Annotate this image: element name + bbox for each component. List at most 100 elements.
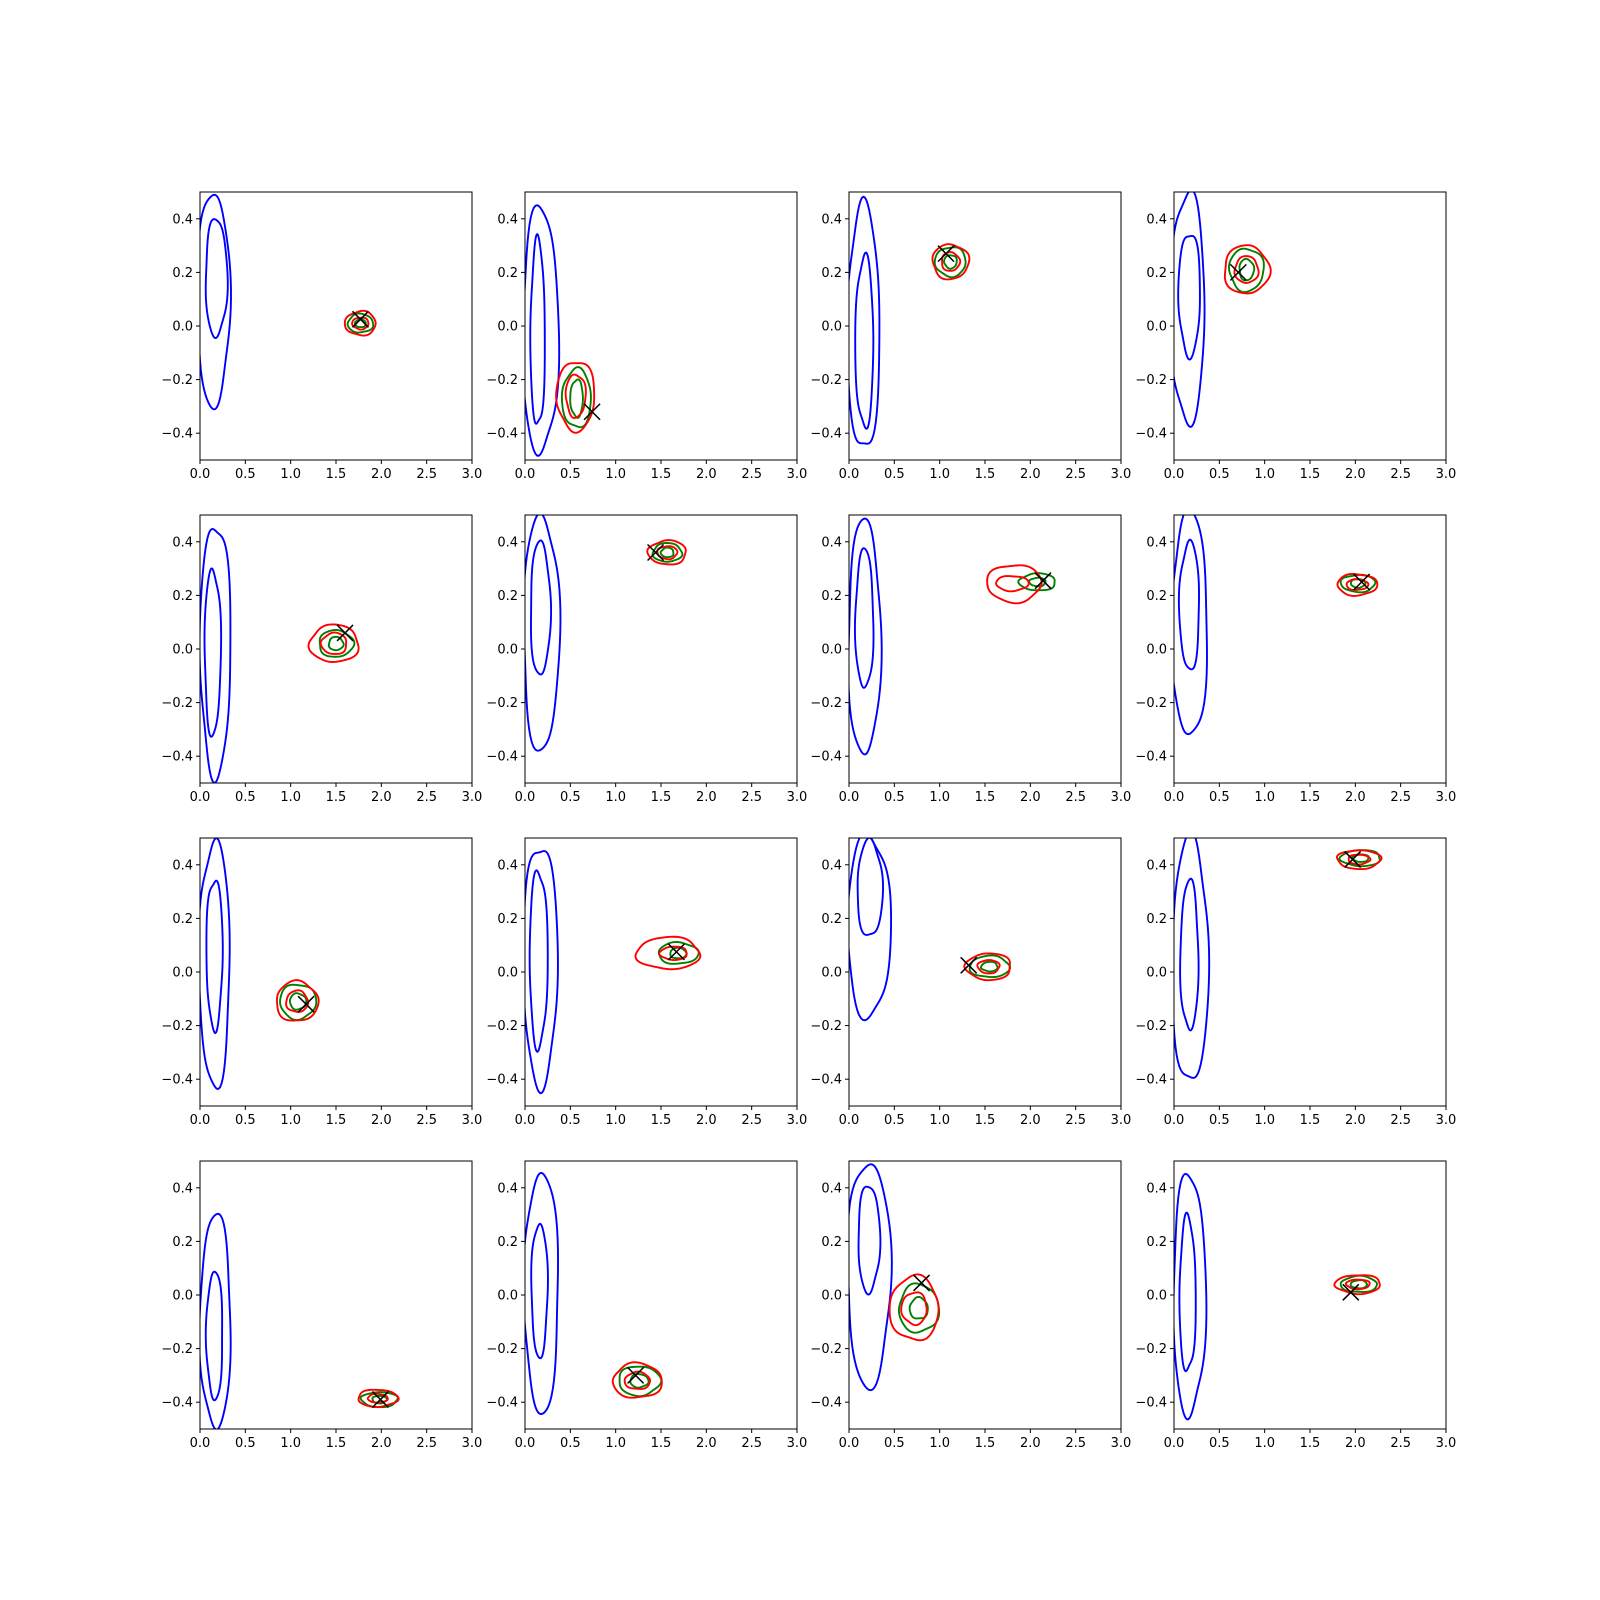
red-contour-inner bbox=[1344, 1278, 1371, 1291]
y-tick-label: 0.0 bbox=[172, 643, 193, 658]
x-tick-label: 1.0 bbox=[1254, 467, 1275, 482]
x-tick-label: 1.5 bbox=[975, 1436, 996, 1451]
x-tick-label: 1.0 bbox=[605, 1436, 626, 1451]
panel-16: 0.0 0.5 1.0 1.5 2.0 2.5 3.0 −0.4 −0.2 0.0 0.2 0.4 bbox=[1135, 1160, 1456, 1451]
x-tick-label: 0.5 bbox=[884, 790, 905, 805]
x-tick-label: 0.0 bbox=[1164, 1113, 1185, 1128]
blue-contour-inner bbox=[204, 1270, 224, 1402]
plot-area bbox=[200, 838, 320, 1090]
y-tick-label: −0.2 bbox=[1135, 696, 1167, 711]
x-tick-label: 0.0 bbox=[190, 467, 211, 482]
y-tick-label: 0.0 bbox=[821, 643, 842, 658]
x-tick-label: 2.0 bbox=[1345, 1113, 1366, 1128]
y-tick-label: 0.2 bbox=[821, 589, 842, 604]
x-tick-label: 3.0 bbox=[1436, 467, 1457, 482]
x-tick-label: 0.5 bbox=[1209, 1113, 1230, 1128]
panel-12: 0.0 0.5 1.0 1.5 2.0 2.5 3.0 −0.4 −0.2 0.0 0.2 0.4 bbox=[1135, 837, 1456, 1128]
y-tick-label: −0.2 bbox=[486, 373, 518, 388]
y-tick-label: −0.2 bbox=[810, 696, 842, 711]
x-tick-label: 2.0 bbox=[696, 790, 717, 805]
green-contour-outer bbox=[359, 1391, 399, 1409]
red-contour-outer bbox=[307, 623, 360, 663]
y-tick-label: 0.2 bbox=[497, 912, 518, 927]
x-marker-stroke-b bbox=[336, 624, 354, 642]
axes-frame bbox=[1173, 837, 1447, 1107]
red-contour-outer bbox=[555, 362, 596, 434]
x-tick-label: 3.0 bbox=[1111, 1436, 1132, 1451]
x-tick-label: 2.5 bbox=[1065, 1113, 1086, 1128]
y-tick-label: 0.2 bbox=[1146, 912, 1167, 927]
x-tick-label: 2.0 bbox=[1020, 790, 1041, 805]
axes-frame bbox=[848, 837, 1122, 1107]
x-marker bbox=[371, 1390, 389, 1409]
plot-area bbox=[525, 850, 702, 1095]
y-tick-label: −0.4 bbox=[161, 427, 193, 442]
axes-frame bbox=[848, 191, 1122, 461]
y-tick-label: 0.4 bbox=[172, 858, 193, 873]
y-tick-label: 0.2 bbox=[172, 266, 193, 281]
x-tick-label: 2.5 bbox=[416, 467, 437, 482]
y-tick-label: 0.2 bbox=[497, 589, 518, 604]
axes-frame bbox=[524, 837, 798, 1107]
y-tick-label: 0.0 bbox=[497, 643, 518, 658]
y-tick-label: −0.2 bbox=[161, 1342, 193, 1357]
green-contour-inner bbox=[1238, 257, 1256, 282]
axes-frame bbox=[199, 1160, 473, 1430]
red-contour-outer bbox=[276, 979, 320, 1022]
x-tick-label: 0.0 bbox=[515, 467, 536, 482]
axes-frame bbox=[1173, 1160, 1447, 1430]
y-tick-label: −0.4 bbox=[810, 1396, 842, 1411]
red-contour-inner bbox=[976, 959, 1001, 975]
x-marker-stroke-b bbox=[1344, 850, 1362, 868]
blue-contour-inner bbox=[528, 869, 549, 1053]
x-marker-stroke-b bbox=[371, 1390, 389, 1409]
x-marker-stroke-b bbox=[627, 1366, 645, 1384]
y-tick-label: −0.4 bbox=[1135, 427, 1167, 442]
x-tick-label: 1.5 bbox=[1300, 1436, 1321, 1451]
x-tick-label: 2.5 bbox=[416, 1113, 437, 1128]
x-marker-stroke-b bbox=[1342, 1283, 1360, 1301]
y-tick-label: 0.0 bbox=[1146, 320, 1167, 335]
x-tick-label: 2.0 bbox=[1345, 467, 1366, 482]
green-contour-outer bbox=[346, 312, 375, 334]
axes-frame bbox=[848, 514, 1122, 784]
x-tick-label: 3.0 bbox=[787, 1436, 808, 1451]
axes-frame bbox=[199, 191, 473, 461]
x-tick-label: 2.5 bbox=[741, 1436, 762, 1451]
x-tick-label: 0.0 bbox=[839, 1113, 860, 1128]
red-contour-inner bbox=[656, 545, 679, 561]
x-tick-label: 1.5 bbox=[651, 790, 672, 805]
red-contour-outer bbox=[1336, 849, 1383, 871]
blue-contour-outer bbox=[525, 515, 562, 752]
green-contour-inner bbox=[353, 318, 367, 329]
x-tick-label: 2.5 bbox=[1390, 790, 1411, 805]
red-contour-outer bbox=[931, 243, 971, 281]
blue-contour-outer bbox=[849, 195, 881, 445]
x-tick-label: 1.5 bbox=[326, 1436, 347, 1451]
y-tick-label: 0.0 bbox=[821, 1289, 842, 1304]
y-tick-label: 0.2 bbox=[1146, 589, 1167, 604]
x-tick-label: 1.0 bbox=[929, 467, 950, 482]
red-contour-inner bbox=[623, 1370, 651, 1390]
panel-1: 0.0 0.5 1.0 1.5 2.0 2.5 3.0 −0.4 −0.2 0.0 0.2 0.4 bbox=[161, 191, 482, 482]
y-tick-label: −0.4 bbox=[486, 1073, 518, 1088]
y-tick-label: 0.2 bbox=[172, 912, 193, 927]
panel-11: 0.0 0.5 1.0 1.5 2.0 2.5 3.0 −0.4 −0.2 0.0 0.2 0.4 bbox=[810, 837, 1131, 1128]
x-marker-stroke-b bbox=[937, 245, 955, 263]
x-tick-label: 2.0 bbox=[696, 1113, 717, 1128]
y-tick-label: 0.4 bbox=[497, 858, 518, 873]
green-contour-inner bbox=[659, 546, 675, 559]
blue-contour-outer bbox=[1174, 838, 1211, 1079]
x-tick-label: 1.0 bbox=[280, 1436, 301, 1451]
x-tick-label: 0.0 bbox=[515, 1436, 536, 1451]
blue-contour-inner bbox=[530, 1222, 549, 1360]
red-contour-inner bbox=[564, 373, 587, 419]
x-tick-label: 1.5 bbox=[326, 467, 347, 482]
blue-contour-inner bbox=[203, 567, 223, 738]
x-marker bbox=[1229, 263, 1247, 281]
x-tick-label: 0.5 bbox=[884, 1436, 905, 1451]
plot-area bbox=[1174, 192, 1272, 428]
x-marker bbox=[1342, 1283, 1360, 1301]
x-tick-label: 2.0 bbox=[1345, 790, 1366, 805]
